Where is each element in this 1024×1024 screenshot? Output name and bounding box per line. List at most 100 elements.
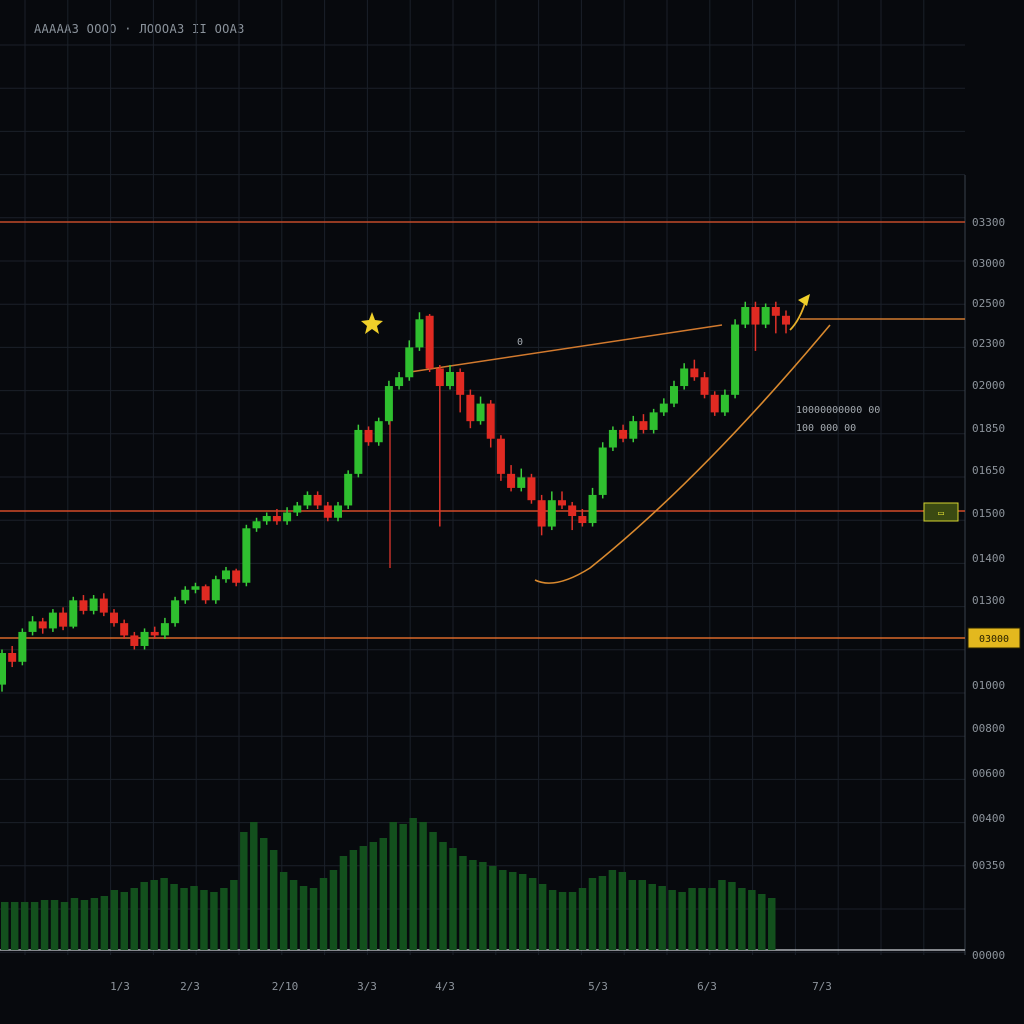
level-badge — [923, 502, 959, 522]
candle-body — [211, 579, 220, 601]
volume-bar — [180, 888, 188, 950]
price-tick-label: 01300 — [972, 594, 1005, 607]
volume-bar — [190, 886, 198, 950]
candle-body — [690, 368, 699, 378]
price-tick-label: 02300 — [972, 337, 1005, 350]
candle-body — [79, 600, 88, 611]
level-badge-label: 03000 — [979, 634, 1009, 645]
volume-bar — [369, 842, 378, 950]
star-icon — [361, 312, 383, 334]
candle-body — [659, 403, 668, 413]
volume-bar — [40, 900, 49, 950]
volume-bar — [329, 870, 338, 950]
candle-body — [171, 600, 180, 624]
candle-body — [69, 600, 78, 627]
volume-bar — [628, 880, 637, 950]
candle-body — [466, 394, 475, 422]
candle-body — [537, 500, 546, 527]
breakout-arrow-icon — [798, 294, 810, 306]
candle-body — [232, 570, 241, 583]
volume-bar — [618, 872, 627, 950]
candle-body — [710, 394, 719, 413]
price-tick-label: 00400 — [972, 812, 1005, 825]
candle-body — [629, 421, 638, 439]
volume-bar — [130, 888, 138, 950]
volume-bar — [738, 888, 746, 950]
price-tick-label: 00350 — [972, 859, 1005, 872]
volume-bar — [210, 892, 218, 950]
candle-body — [547, 500, 556, 527]
candle-body — [395, 377, 404, 387]
candle-body — [242, 528, 251, 583]
volume-bar — [558, 892, 567, 950]
candle-body — [59, 612, 68, 627]
volume-bar — [260, 838, 268, 950]
time-tick-label: 7/3 — [812, 980, 832, 993]
candle-body — [252, 521, 261, 529]
volume-bar — [309, 888, 318, 950]
volume-bar — [50, 900, 59, 950]
candle-body — [771, 307, 780, 316]
candle-body — [496, 438, 505, 474]
volume-bar — [389, 822, 397, 950]
volume-bar — [140, 882, 148, 950]
volume-bar — [608, 870, 617, 950]
candle-body — [262, 516, 271, 522]
candle-body — [283, 512, 292, 522]
price-tick-label: 00800 — [972, 722, 1005, 735]
candle-body — [191, 586, 200, 590]
volume-bar — [678, 892, 686, 950]
volume-bar — [668, 890, 676, 950]
candle-body — [140, 631, 149, 646]
candle-body — [619, 429, 628, 439]
volume-bar — [748, 890, 756, 950]
candle-body — [456, 371, 465, 395]
volume-bar — [1, 902, 9, 950]
price-axis: 03300 03000 02500 02300 02000 01850 01650 01500… — [972, 216, 1005, 962]
price-tick-label: 03300 — [972, 216, 1005, 229]
candle-body — [558, 500, 566, 506]
candle-body — [670, 386, 678, 404]
volume-bar — [509, 872, 517, 950]
candle-body — [344, 473, 353, 506]
volume-bar — [220, 888, 228, 950]
volume-bar — [349, 850, 358, 950]
volume-bar — [120, 892, 128, 950]
price-tick-label: 01650 — [972, 464, 1005, 477]
volume-bar — [638, 880, 646, 950]
price-tick-label: 02000 — [972, 379, 1005, 392]
trendlines — [361, 294, 965, 584]
price-tick-label: 03000 — [972, 257, 1005, 270]
volume-bar — [319, 878, 328, 950]
candle-body — [99, 598, 108, 613]
volume-bar — [598, 876, 607, 950]
price-tick-label: 00000 — [972, 949, 1005, 962]
chart-annotation: 100 000 00 — [796, 423, 856, 434]
volume-bar — [658, 886, 666, 950]
volume-bar — [548, 890, 557, 950]
candle-body — [588, 494, 597, 524]
candle-body — [680, 368, 689, 387]
candle-body — [741, 307, 750, 325]
candle-body — [598, 447, 607, 495]
candle-body — [782, 315, 790, 325]
volume-bar — [299, 886, 308, 950]
grid — [0, 0, 966, 955]
chart-annotation: 10000000000 00 — [796, 405, 880, 416]
candles — [0, 301, 790, 692]
time-tick-label: 5/3 — [588, 980, 608, 993]
volume-bar — [718, 880, 726, 950]
candle-body — [446, 371, 454, 387]
volume-bar — [20, 902, 29, 950]
candle-body — [720, 394, 729, 413]
candle-body — [364, 429, 373, 443]
volume-bar — [160, 878, 168, 950]
price-tick-label: 01000 — [972, 679, 1005, 692]
candle-body — [201, 586, 210, 601]
volume-bar — [708, 888, 716, 950]
candle-body — [323, 505, 332, 518]
candle-body — [160, 623, 169, 636]
candle-body — [354, 429, 363, 474]
candle-body — [568, 505, 577, 517]
